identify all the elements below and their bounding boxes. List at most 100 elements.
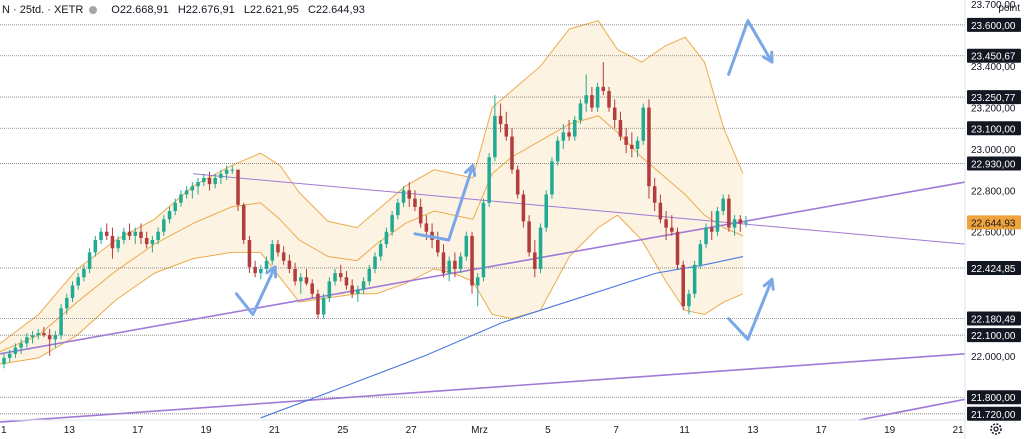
candle <box>99 227 103 245</box>
candle-body <box>361 281 366 290</box>
candle-body <box>93 240 98 253</box>
candle-body <box>641 107 646 141</box>
arrow-drawing-0 <box>234 265 277 316</box>
candle <box>179 190 183 207</box>
candle-body <box>567 132 571 137</box>
x-tick-label-12: 17 <box>816 425 828 436</box>
candle <box>401 186 406 207</box>
candle <box>133 227 138 245</box>
candle-body <box>698 244 703 265</box>
candle-body <box>692 264 697 294</box>
candle <box>527 215 531 257</box>
candle-body <box>470 235 474 286</box>
candle-body <box>241 204 246 240</box>
high-value: H22.676,91 <box>177 4 235 16</box>
candle <box>675 227 680 269</box>
candle-body <box>732 219 737 228</box>
candle-body <box>584 95 588 104</box>
candle <box>618 111 623 141</box>
level-tag-label-5: 22.424,85 <box>971 264 1016 275</box>
price-axis: 23.700,00 23.400,00 23.200,00 23.000,00 22.8… <box>964 0 1024 439</box>
time-axis: 1 13 17 19 21 25 27 Mrz 5 7 11 13 17 19 21 <box>0 419 965 436</box>
candle-body <box>224 169 229 174</box>
candle-body <box>276 244 280 253</box>
candle-body <box>658 202 663 220</box>
candle-body <box>652 186 657 203</box>
gear-icon[interactable] <box>988 421 1004 437</box>
candle <box>127 223 132 240</box>
candle-body <box>721 198 725 212</box>
candle <box>110 227 115 259</box>
candle-body <box>504 124 509 137</box>
candle-body <box>487 157 491 203</box>
candle-body <box>156 231 160 240</box>
candle-body <box>590 95 594 108</box>
candle-body <box>618 120 623 137</box>
level-tag-bg-1 <box>967 48 1021 63</box>
candle <box>36 328 41 340</box>
candle <box>167 206 172 224</box>
candle-body <box>453 260 457 269</box>
candle-body <box>207 177 212 185</box>
candle-body <box>259 268 263 274</box>
candle <box>698 240 703 269</box>
symbol-name[interactable]: N · 25td. · XETR <box>2 4 84 16</box>
candle <box>601 62 606 96</box>
candle-body <box>122 231 126 240</box>
candle <box>87 248 92 274</box>
candle <box>533 240 537 278</box>
candle-body <box>82 268 86 278</box>
candle-body <box>401 190 406 203</box>
level-tag-label-4: 22.930,00 <box>971 159 1016 170</box>
candle <box>652 177 657 212</box>
candle <box>139 223 143 245</box>
candle-body <box>396 202 400 216</box>
ohlc-values: O22.668,91 H22.676,91 L22.621,95 C22.644… <box>111 4 371 16</box>
candle-body <box>538 227 543 269</box>
candle-body <box>333 273 337 282</box>
candle <box>704 223 708 249</box>
candle-body <box>384 231 389 245</box>
candle <box>418 198 423 228</box>
x-tick-label-1: 13 <box>64 425 76 436</box>
candle-body <box>213 177 217 185</box>
open-value: O22.668,91 <box>111 4 169 16</box>
candle <box>475 273 480 307</box>
candle <box>144 231 149 249</box>
candle-body <box>350 285 354 294</box>
current-price-tag <box>967 215 1021 230</box>
candle <box>413 190 417 212</box>
x-tick-label-2: 17 <box>132 425 144 436</box>
candle-body <box>53 335 58 340</box>
moving-average-line <box>260 256 744 419</box>
candle <box>584 74 588 112</box>
candle-body <box>144 237 149 245</box>
candle-body <box>133 231 138 236</box>
x-tick-label-5: 25 <box>337 425 349 436</box>
candle-body <box>578 103 583 120</box>
candle <box>253 260 257 278</box>
candle <box>624 128 628 154</box>
candle <box>664 211 668 240</box>
candle-body <box>173 202 178 212</box>
candle-body <box>481 202 486 278</box>
candle-body <box>550 161 554 195</box>
candle <box>287 254 292 274</box>
candle-body <box>675 231 680 265</box>
candle-body <box>304 277 309 284</box>
level-tag-bg-4 <box>967 156 1021 171</box>
x-tick-label-14: 21 <box>952 425 964 436</box>
candle-body <box>264 260 269 269</box>
x-tick-label-10: 11 <box>679 425 690 436</box>
level-tag-label-0: 23.600,00 <box>971 21 1016 32</box>
candle-body <box>464 235 469 257</box>
axis-unit-label[interactable]: point <box>998 3 1020 14</box>
level-tag-label-2: 23.250,77 <box>971 93 1016 104</box>
candle <box>104 223 109 240</box>
candle <box>384 227 389 249</box>
candle <box>276 240 280 257</box>
candle <box>321 293 326 319</box>
candle-body <box>493 115 497 158</box>
candle <box>441 244 446 278</box>
